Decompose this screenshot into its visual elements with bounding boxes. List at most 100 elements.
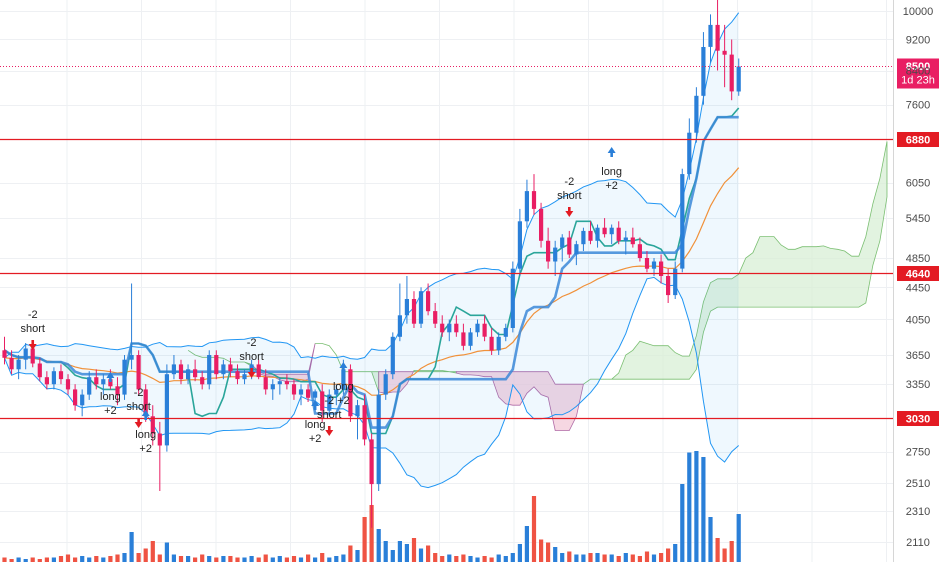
candle-body: [341, 369, 346, 390]
candle-body: [178, 364, 184, 380]
long-arrow-icon: [339, 362, 348, 372]
price-tick-label: 8400: [906, 66, 930, 78]
candle-body: [390, 336, 395, 375]
current-price-countdown: 1d 23h: [901, 75, 935, 87]
candle-body: [454, 323, 459, 333]
horizontal-levels[interactable]: [0, 66, 893, 420]
candle-body: [16, 359, 21, 370]
candle-body: [531, 191, 537, 209]
volume-bar: [701, 457, 706, 562]
volume-bar: [284, 557, 289, 562]
volume-bar: [122, 553, 127, 562]
signal-label: -2: [28, 309, 38, 321]
volume-bar: [630, 554, 635, 562]
volume-bar: [207, 556, 212, 562]
volume-bar: [736, 514, 741, 562]
volume-bar: [143, 548, 148, 562]
candle-body: [30, 348, 35, 364]
current-price-value: 8500: [906, 61, 930, 73]
volume-bar: [65, 554, 71, 562]
candle-body: [701, 47, 706, 96]
volume-bar: [320, 553, 325, 562]
price-tick-label: 9200: [906, 35, 930, 47]
volume-bar: [298, 557, 304, 562]
candle-body: [108, 379, 113, 387]
volume-bar: [313, 557, 318, 562]
candle-body: [37, 363, 42, 378]
volume-bar: [574, 554, 579, 562]
candle-body: [101, 379, 106, 385]
candle-body: [595, 227, 600, 241]
volume-bar: [306, 554, 311, 562]
signal-label: short: [126, 401, 150, 413]
volume-bar: [694, 451, 699, 562]
volume-bar: [651, 554, 657, 562]
signal-label: -2: [247, 337, 257, 349]
volume-bar: [517, 544, 522, 562]
candle-body: [694, 95, 699, 133]
long-arrow-icon: [141, 410, 150, 420]
candle-body: [313, 391, 318, 398]
volume-bar: [164, 542, 169, 562]
volume-bar: [242, 557, 247, 562]
candle-body: [376, 394, 381, 485]
signal-label: long: [601, 166, 622, 178]
price-axis[interactable]: 6880 4640 3030 8500 1d 23h 10000 9200 8400 7600 6…: [897, 6, 939, 549]
signal-label: long: [100, 391, 121, 403]
volume-bar: [16, 557, 21, 562]
volume-bar: [383, 541, 388, 562]
candle-body: [482, 323, 487, 337]
volume-bar: [433, 553, 438, 562]
candle-body: [2, 350, 7, 358]
candle-body: [651, 261, 657, 269]
candle-body: [715, 24, 720, 51]
candle-body: [475, 323, 480, 333]
candle-body: [80, 394, 85, 406]
volume-bar: [171, 554, 176, 562]
volume-bar: [101, 557, 106, 562]
volume-bar: [623, 553, 628, 562]
candle-body: [567, 237, 572, 255]
price-tick-label: 5450: [906, 213, 930, 225]
volume-bar: [355, 550, 360, 562]
level-tag: [897, 266, 939, 281]
candle-body: [94, 377, 99, 385]
volume-bar: [560, 553, 565, 562]
volume-bar: [256, 557, 261, 562]
volume-bar: [94, 556, 99, 562]
signal-label: +2: [309, 433, 322, 445]
volume-bar: [411, 538, 417, 562]
candle-body: [588, 230, 593, 241]
volume-bar: [454, 556, 459, 562]
candle-body: [609, 227, 614, 235]
level-tag-label: 4640: [906, 269, 930, 281]
candle-body: [51, 371, 56, 385]
price-tick-label: 2510: [906, 478, 930, 490]
volume-bar: [249, 556, 254, 562]
current-price-tag: [897, 58, 939, 89]
candle-body: [291, 384, 297, 395]
candle-body: [426, 291, 431, 312]
candle-body: [666, 276, 671, 296]
volume-bar: [553, 547, 558, 562]
level-tag: [897, 411, 939, 426]
long-arrow-icon: [607, 147, 616, 157]
volume-bar: [531, 496, 537, 562]
volume-bar: [447, 554, 452, 562]
candle-body: [553, 247, 558, 262]
candle-body: [687, 132, 692, 175]
price-tick-label: 7600: [906, 100, 930, 112]
volume-bar: [397, 541, 402, 562]
kijun-line: [3, 115, 739, 429]
candle-body: [306, 389, 311, 398]
volume-bar: [539, 539, 544, 562]
candle-body: [242, 374, 247, 380]
candle-body: [362, 405, 367, 440]
volume-bar: [482, 556, 487, 562]
short-arrow-icon: [134, 418, 143, 428]
volume-bar: [30, 557, 35, 562]
volume-bar: [221, 556, 226, 562]
candle-body: [418, 291, 424, 324]
candle-body: [235, 371, 240, 380]
